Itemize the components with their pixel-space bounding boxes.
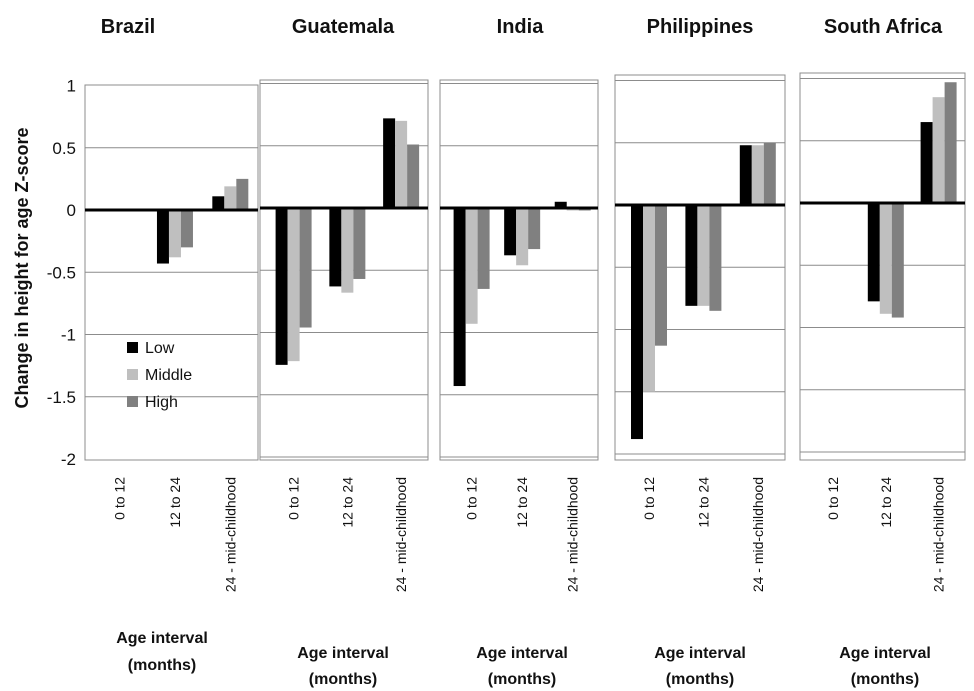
bar-middle [879,203,892,314]
bar-low [739,145,752,205]
bar-middle [932,97,945,203]
bar-high [709,205,722,311]
x-axis-label: Age interval [116,630,208,647]
panel-frame [84,84,259,461]
x-category-label: 12 to 24 [339,477,355,528]
x-category-label: 0 to 12 [641,477,657,520]
bar-low [631,205,643,440]
x-category-label: 24 - mid-childhood [565,477,581,592]
x-axis-label: Age interval [839,645,931,662]
x-axis-label: Age interval [476,645,568,662]
bar-middle [643,205,655,392]
x-axis-label-unit: (months) [851,671,919,688]
y-tick-label: -1 [61,326,76,345]
x-category-label: 12 to 24 [695,477,711,528]
bar-low [156,210,169,264]
x-category-label: 0 to 12 [825,477,841,520]
x-axis-label-unit: (months) [488,671,556,688]
bar-high [236,178,249,210]
bar-low [329,208,342,287]
legend-swatch-high [127,396,138,407]
x-category-label: 24 - mid-childhood [393,477,409,592]
bar-middle [395,120,408,208]
x-category-label: 12 to 24 [878,477,894,528]
x-axis-label-unit: (months) [128,657,196,674]
x-axis-label-unit: (months) [309,671,377,688]
panel-title: India [497,16,545,38]
panel-frame [614,74,786,461]
panel-title: Philippines [647,16,754,38]
x-axis-label: Age interval [297,645,389,662]
bar-middle [516,208,529,266]
bar-low [867,203,880,302]
panel-title: Brazil [101,16,155,38]
x-category-label: 0 to 12 [286,477,302,520]
bar-high [528,208,541,250]
legend-swatch-low [127,342,138,353]
bar-middle [751,145,764,205]
bar-middle [224,186,237,210]
x-category-label: 0 to 12 [464,477,480,520]
bar-middle [168,210,181,258]
y-tick-label: 0.5 [52,139,76,158]
legend-swatch-middle [127,369,138,380]
panel-frame [259,79,429,461]
bar-low [554,201,567,208]
bar-middle [697,205,710,306]
bar-low [275,208,288,365]
bar-high [655,205,667,346]
panel-title: Guatemala [292,16,395,38]
legend-label-high: High [145,394,178,411]
x-axis-label: Age interval [654,645,746,662]
x-category-label: 12 to 24 [514,477,530,528]
y-tick-label: 0 [67,201,76,220]
legend-label-middle: Middle [145,367,192,384]
bar-high [477,208,490,289]
bar-high [763,142,776,205]
y-tick-label: 1 [67,77,76,96]
x-category-label: 24 - mid-childhood [222,477,238,592]
y-tick-label: -0.5 [47,263,76,282]
bar-low [685,205,698,306]
bar-middle [287,208,300,362]
x-category-label: 0 to 12 [112,477,128,520]
bar-low [453,208,466,387]
panel-title: South Africa [824,16,943,38]
bar-middle [465,208,478,324]
y-tick-label: -1.5 [47,388,76,407]
bar-low [920,122,933,203]
bar-low [212,196,225,210]
bar-high [299,208,312,328]
bar-low [504,208,517,256]
y-axis-label: Change in height for age Z-score [12,127,32,408]
bar-middle [341,208,354,293]
legend-label-low: Low [145,340,175,357]
bar-high [891,203,904,318]
x-category-label: 24 - mid-childhood [750,477,766,592]
bar-low [383,118,396,208]
bar-high [180,210,193,248]
panel-frame [439,79,599,461]
bar-high [353,208,366,279]
x-category-label: 12 to 24 [167,477,183,528]
bar-high [407,144,420,208]
x-category-label: 24 - mid-childhood [931,477,947,592]
panel-frame [799,72,966,461]
y-tick-label: -2 [61,450,76,469]
x-axis-label-unit: (months) [666,671,734,688]
bar-high [944,82,957,203]
